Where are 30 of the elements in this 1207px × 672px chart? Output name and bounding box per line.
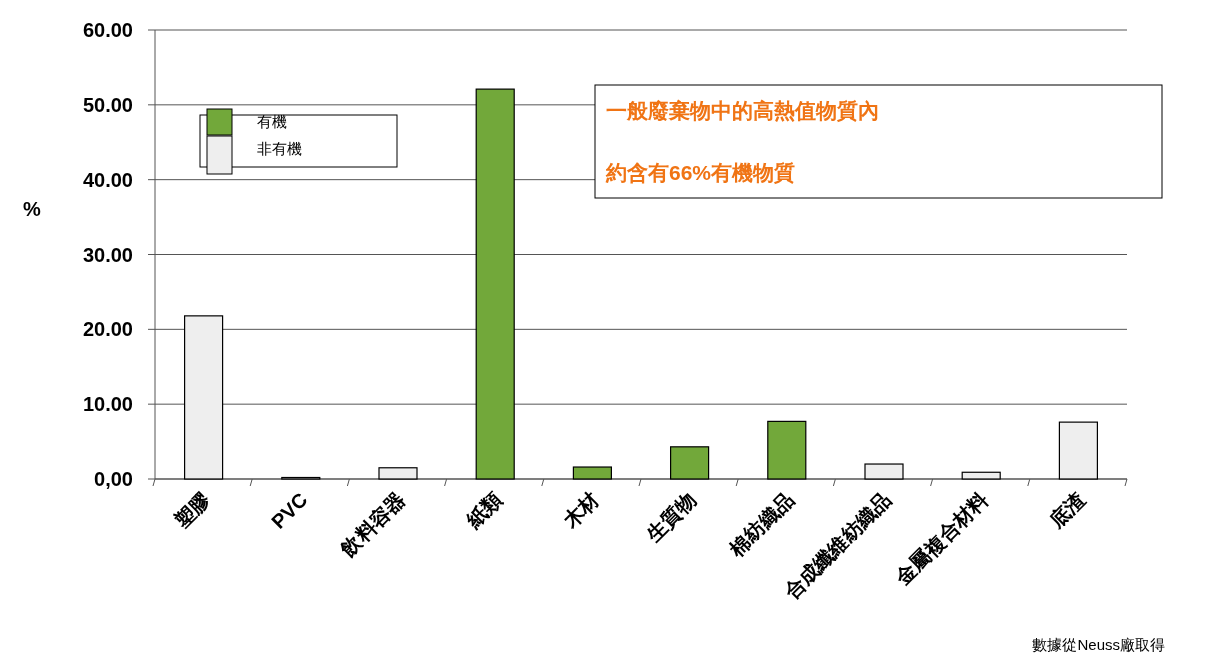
bar [767, 420, 807, 480]
legend: 有機 非有機 [199, 108, 398, 175]
x-tick-label: 塑膠 [169, 487, 216, 533]
bar [961, 471, 1001, 480]
x-tick-label: 底渣 [1044, 488, 1090, 533]
legend-label: 有機 [257, 113, 287, 130]
bar [670, 446, 710, 480]
y-tick-label: 30.00 [82, 243, 133, 266]
bar [572, 466, 612, 480]
y-tick-label: 60.00 [82, 19, 133, 41]
bar [184, 315, 224, 480]
x-tick-label: 木材 [558, 488, 604, 533]
x-tick-label: 飲料容器 [336, 488, 409, 562]
annotation: 約含有66%有機物質 [605, 161, 796, 185]
y-tick-label: 0,00 [94, 468, 133, 490]
annotation: 一般廢棄物中的高熱值物質內 [606, 99, 879, 123]
y-tick-label: 10.00 [82, 393, 133, 416]
x-tick-label: 生質物 [641, 488, 702, 548]
y-tick-label: 40.00 [82, 168, 133, 191]
bar [475, 88, 515, 480]
bar [1058, 421, 1098, 480]
bar [864, 463, 904, 480]
text: 數據從Neuss廠取得 [1032, 636, 1165, 653]
y-axis-title: % [23, 198, 42, 220]
x-tick-label: 紙類 [461, 488, 507, 533]
bar [378, 467, 418, 480]
y-tick-label: 20.00 [82, 318, 133, 341]
annotation-box: 一般廢棄物中的高熱值物質內 約含有66%有機物質 [594, 84, 1163, 199]
x-tick-label: 棉紡織品 [724, 488, 798, 562]
y-tick-label: 50.00 [82, 93, 133, 116]
